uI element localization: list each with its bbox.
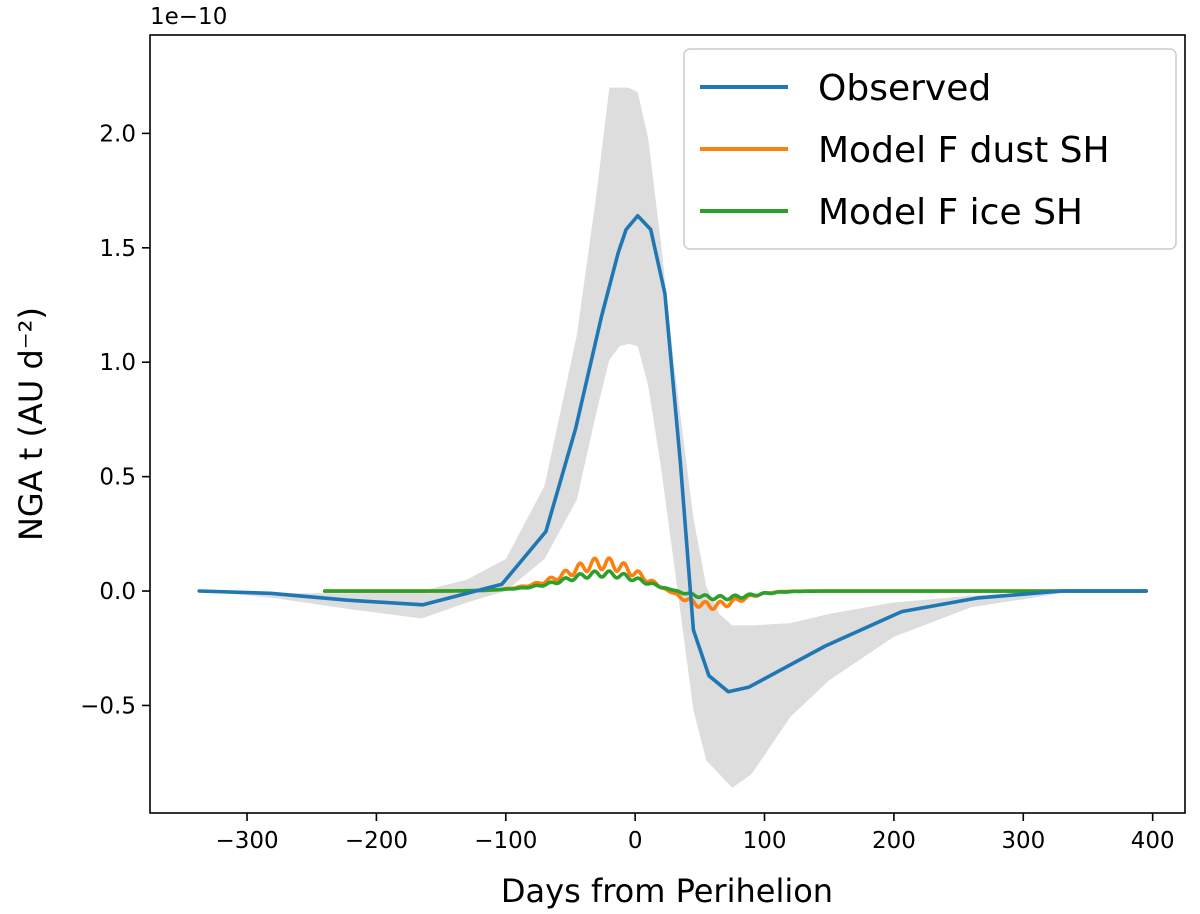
legend-label-ice: Model F ice SH (818, 192, 1083, 233)
y-offset-text: 1e−10 (150, 4, 227, 30)
uncertainty-band (201, 87, 1147, 788)
y-axis-label: NGA t (AU d⁻²) (12, 307, 50, 541)
y-tick-label: −0.5 (80, 693, 136, 719)
y-tick-label: 0.5 (99, 465, 136, 491)
x-tick-label: −200 (345, 828, 408, 854)
y-tick-label: 1.5 (99, 236, 136, 262)
legend-label-observed: Observed (818, 68, 991, 109)
y-tick-label: 2.0 (99, 121, 136, 147)
band-layer (201, 87, 1147, 788)
x-tick-label: 300 (1001, 828, 1045, 854)
observed-line (197, 214, 1148, 694)
x-axis-label: Days from Perihelion (501, 872, 833, 910)
legend: Observed Model F dust SH Model F ice SH (683, 48, 1177, 250)
x-tick-label: 400 (1131, 828, 1175, 854)
x-tick-label: 100 (743, 828, 787, 854)
x-tick-label: 200 (872, 828, 916, 854)
y-tick-label: 0.0 (99, 579, 136, 605)
legend-box (683, 48, 1177, 250)
model-ice-line (322, 569, 1148, 602)
x-tick-label: −100 (474, 828, 537, 854)
x-tick-label: 0 (628, 828, 643, 854)
y-axis: −0.5 0.0 0.5 1.0 1.5 2.0 (80, 121, 150, 719)
y-tick-label: 1.0 (99, 350, 136, 376)
series-layer (197, 214, 1148, 694)
legend-label-dust: Model F dust SH (818, 130, 1110, 171)
x-axis: −300 −200 −100 0 100 200 300 400 (215, 813, 1175, 854)
x-tick-label: −300 (215, 828, 278, 854)
plot-frame (149, 34, 1186, 814)
